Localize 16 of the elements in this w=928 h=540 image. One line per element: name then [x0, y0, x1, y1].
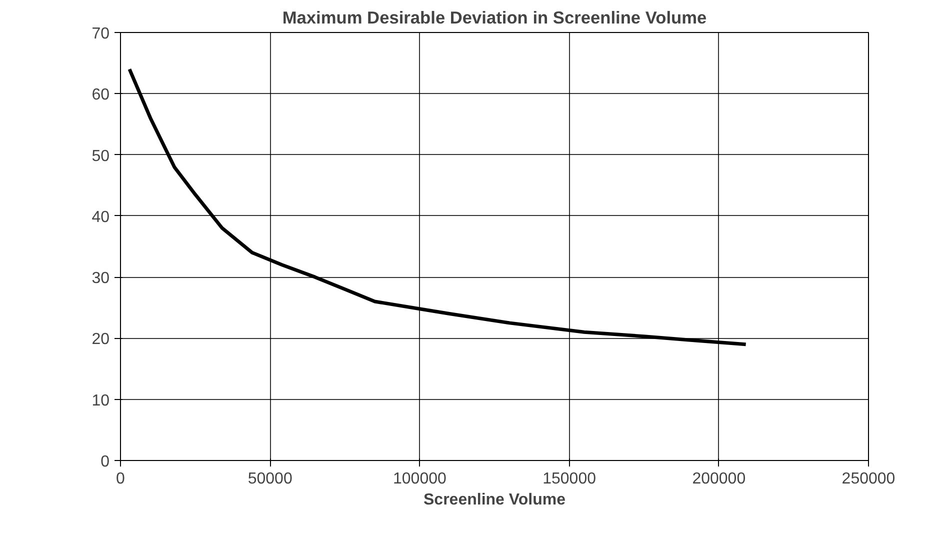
chart-title: Maximum Desirable Deviation in Screenline Volume — [282, 8, 708, 28]
y-tick-label: 0 — [100, 454, 110, 470]
y-tick-label: 50 — [92, 148, 110, 165]
y-tick-label: 70 — [92, 26, 110, 42]
x-tick-label: 0 — [116, 470, 126, 488]
x-tick-label: 100000 — [393, 470, 446, 488]
x-axis-title: Screenline Volume — [424, 492, 566, 508]
x-tick-label: 150000 — [542, 470, 596, 488]
x-tick-label: 250000 — [842, 470, 896, 488]
y-tick-label: 40 — [92, 208, 110, 226]
y-tick-label: 10 — [92, 392, 110, 410]
y-tick-label: 60 — [92, 86, 110, 104]
y-tick-label: 20 — [92, 331, 110, 348]
x-tick-label: 200000 — [692, 470, 746, 488]
x-tick-label: 50000 — [248, 470, 292, 488]
y-tick-label: 30 — [92, 270, 110, 288]
